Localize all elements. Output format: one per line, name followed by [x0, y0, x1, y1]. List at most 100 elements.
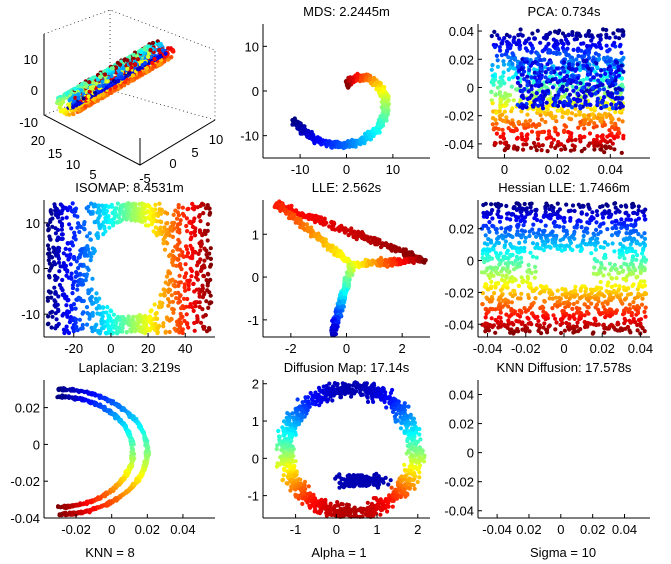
data-point — [556, 108, 561, 113]
data-point — [139, 72, 144, 77]
data-point — [537, 122, 542, 127]
data-point — [156, 48, 162, 53]
data-point — [550, 85, 556, 90]
data-point — [197, 294, 202, 299]
data-point — [617, 36, 622, 41]
data-point — [203, 231, 208, 237]
data-point — [538, 113, 543, 118]
data-point — [571, 47, 576, 53]
data-point — [119, 71, 124, 76]
data-point — [163, 280, 168, 285]
data-point — [91, 251, 96, 256]
data-point — [554, 39, 559, 44]
data-point — [54, 317, 59, 322]
data-point — [62, 292, 67, 297]
data-point — [97, 84, 102, 89]
data-point — [563, 34, 568, 39]
data-point — [359, 75, 365, 80]
data-point — [524, 142, 529, 147]
data-point — [574, 31, 580, 36]
data-point — [90, 80, 95, 85]
data-point — [80, 322, 85, 328]
data-point — [109, 66, 114, 71]
data-point — [156, 42, 161, 47]
data-point — [595, 115, 600, 121]
data-point — [205, 238, 210, 243]
data-point — [609, 120, 614, 125]
data-point — [108, 308, 113, 313]
data-point — [529, 75, 534, 80]
data-point — [499, 41, 504, 46]
data-point — [578, 104, 583, 109]
data-point — [584, 76, 590, 81]
data-point — [76, 108, 82, 113]
data-point — [171, 212, 176, 217]
data-point — [107, 90, 112, 95]
data-point — [195, 316, 200, 321]
data-point — [138, 49, 143, 55]
data-point — [70, 291, 75, 296]
data-point — [63, 246, 68, 251]
data-point — [72, 86, 78, 92]
data-point — [582, 126, 587, 131]
data-point — [171, 310, 176, 315]
data-point — [98, 74, 103, 80]
data-point — [68, 275, 73, 280]
data-point — [60, 232, 65, 237]
data-point — [100, 92, 106, 97]
data-point — [127, 55, 132, 60]
data-point — [589, 107, 594, 112]
data-point — [47, 275, 52, 280]
data-point — [158, 292, 163, 297]
data-point — [539, 148, 544, 153]
data-point — [538, 40, 543, 45]
data-point — [161, 321, 166, 326]
data-point — [113, 84, 118, 89]
data-point — [66, 257, 71, 262]
data-point — [529, 49, 534, 54]
data-point — [187, 278, 192, 283]
data-point — [71, 302, 77, 307]
data-point — [619, 150, 624, 155]
data-point — [603, 144, 608, 149]
data-point — [90, 276, 95, 281]
data-point — [186, 283, 191, 288]
data-point — [152, 56, 157, 62]
data-point — [143, 215, 148, 220]
data-point — [570, 78, 575, 83]
data-point — [492, 29, 497, 34]
data-point — [119, 75, 124, 80]
data-point — [494, 121, 499, 126]
data-point — [563, 146, 568, 152]
data-point — [88, 86, 93, 91]
data-point — [176, 205, 181, 210]
data-point — [115, 60, 120, 65]
y-tick-label: 0.04 — [449, 24, 474, 39]
data-point — [497, 36, 502, 41]
data-point — [178, 262, 183, 267]
data-point — [125, 213, 130, 218]
data-point — [606, 81, 611, 86]
data-point — [195, 263, 200, 268]
x-tick-label: 0 — [107, 341, 114, 356]
data-point — [52, 298, 57, 303]
data-point — [610, 106, 616, 111]
data-point — [594, 124, 599, 129]
data-point — [99, 203, 105, 208]
data-point — [96, 216, 101, 221]
data-point — [539, 67, 544, 72]
data-point — [544, 100, 549, 105]
subplot-title: ISOMAP: 8.4531m — [75, 180, 183, 195]
data-point — [52, 285, 57, 290]
data-point — [178, 280, 183, 285]
data-point — [582, 50, 587, 56]
data-point — [155, 326, 160, 331]
data-point — [70, 243, 75, 248]
data-point — [616, 96, 621, 101]
data-point — [106, 204, 111, 209]
data-point — [288, 206, 293, 211]
data-point — [126, 71, 132, 76]
data-point — [48, 208, 53, 213]
data-point — [185, 229, 190, 234]
data-point — [112, 208, 117, 213]
